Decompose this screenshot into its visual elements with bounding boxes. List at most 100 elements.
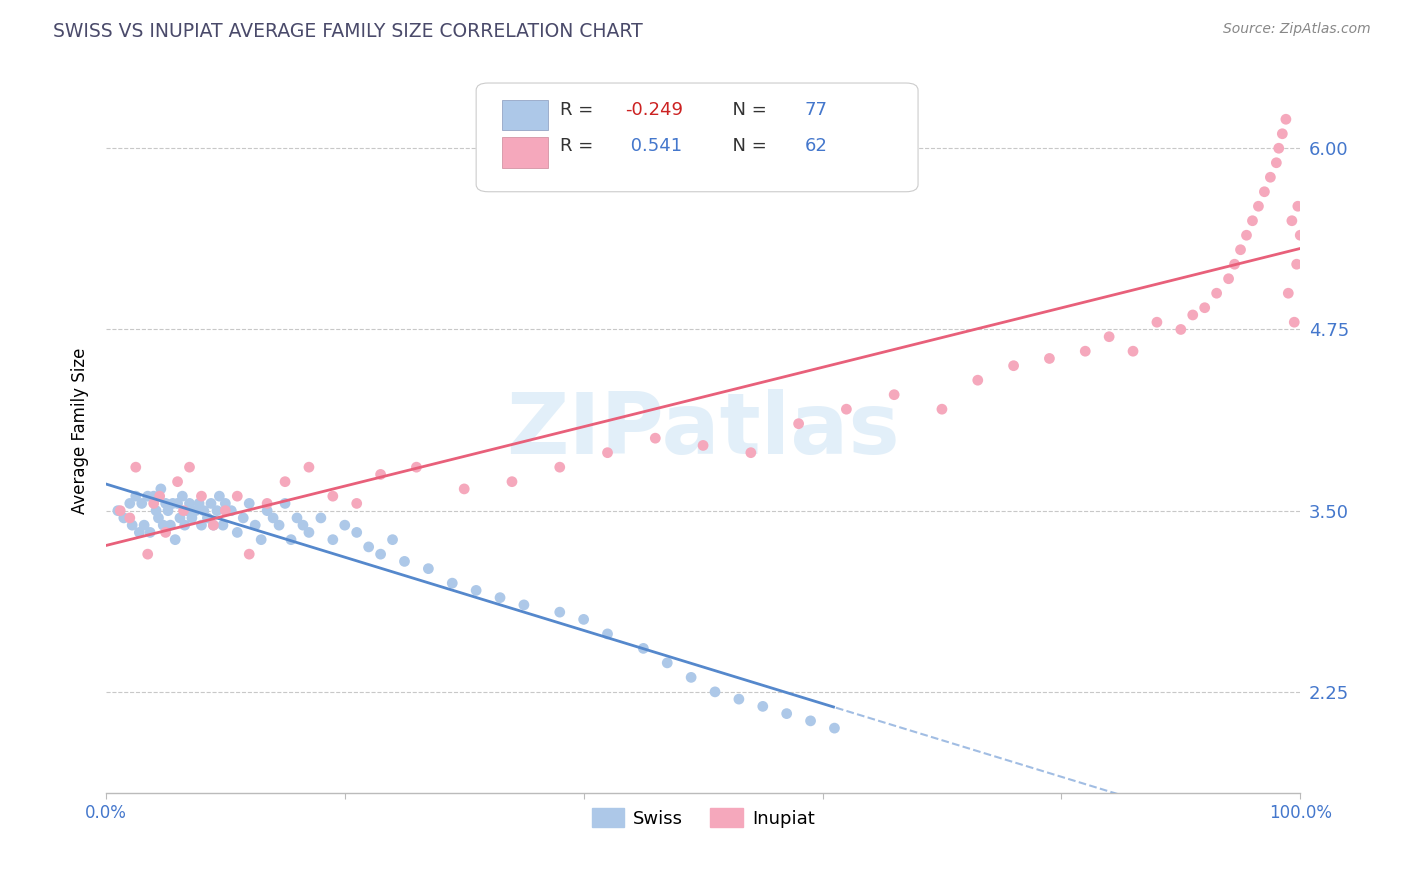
Point [1122,344,1144,359]
Point [180,511,202,525]
Text: 77: 77 [804,101,828,120]
Point [110,503,132,517]
Point [1247,199,1270,213]
Point [208,489,231,503]
Legend: Swiss, Inupiat: Swiss, Inupiat [585,801,821,835]
Point [931,402,953,417]
Point [118,496,141,510]
Point [245,518,267,533]
Point [152,518,174,533]
Point [200,496,222,510]
Point [1074,344,1097,359]
Point [370,467,392,482]
Point [149,489,172,503]
Point [441,576,464,591]
Point [1275,112,1298,127]
Point [298,525,321,540]
Point [136,547,159,561]
Text: 62: 62 [804,137,828,155]
Point [752,699,775,714]
Point [176,503,198,517]
Point [1194,301,1216,315]
Point [1218,271,1240,285]
Point [112,511,135,525]
Point [202,518,225,533]
Point [1038,351,1060,366]
Y-axis label: Average Family Size: Average Family Size [72,348,89,514]
Point [644,431,666,445]
Point [465,583,488,598]
Point [202,518,225,533]
Point [190,489,212,503]
Point [1223,257,1246,271]
Point [145,503,167,517]
Text: N =: N = [721,137,772,155]
Point [1002,359,1025,373]
Point [214,496,236,510]
Point [274,496,297,510]
Point [370,547,392,561]
Point [346,496,368,510]
Point [405,460,427,475]
Point [1284,315,1306,329]
Point [238,547,260,561]
Point [173,503,195,517]
Point [125,489,148,503]
Point [134,518,156,533]
Point [205,503,228,517]
FancyBboxPatch shape [502,137,548,168]
Point [256,503,278,517]
Point [226,525,249,540]
Point [212,518,235,533]
Point [548,460,571,475]
Point [835,402,858,417]
Point [262,511,284,525]
Point [172,489,194,503]
Point [548,605,571,619]
Point [1285,257,1308,271]
Point [131,496,153,510]
Point [280,533,302,547]
Text: -0.249: -0.249 [626,101,683,120]
Point [357,540,380,554]
Point [128,525,150,540]
Point [107,503,129,517]
Point [787,417,810,431]
Point [142,496,165,510]
Point [1236,228,1258,243]
Point [190,518,212,533]
Point [633,641,655,656]
Point [322,489,344,503]
Point [250,533,273,547]
Point [193,503,215,517]
Point [572,612,595,626]
Point [1286,199,1309,213]
Point [966,373,988,387]
Point [179,460,201,475]
Point [1271,127,1294,141]
Point [381,533,404,547]
Point [1181,308,1204,322]
Point [692,438,714,452]
Point [197,511,219,525]
Text: R =: R = [560,101,599,120]
Point [1265,155,1288,169]
FancyBboxPatch shape [502,100,548,130]
Point [232,511,254,525]
Point [1281,213,1303,227]
Point [173,518,195,533]
Point [274,475,297,489]
Point [657,656,679,670]
Point [155,525,177,540]
Point [148,511,170,525]
Point [142,489,165,503]
Point [453,482,475,496]
Point [1253,185,1275,199]
Point [883,387,905,401]
Point [1260,170,1282,185]
Point [298,460,321,475]
Point [139,525,162,540]
Point [333,518,356,533]
Point [1098,329,1121,343]
Point [596,627,619,641]
